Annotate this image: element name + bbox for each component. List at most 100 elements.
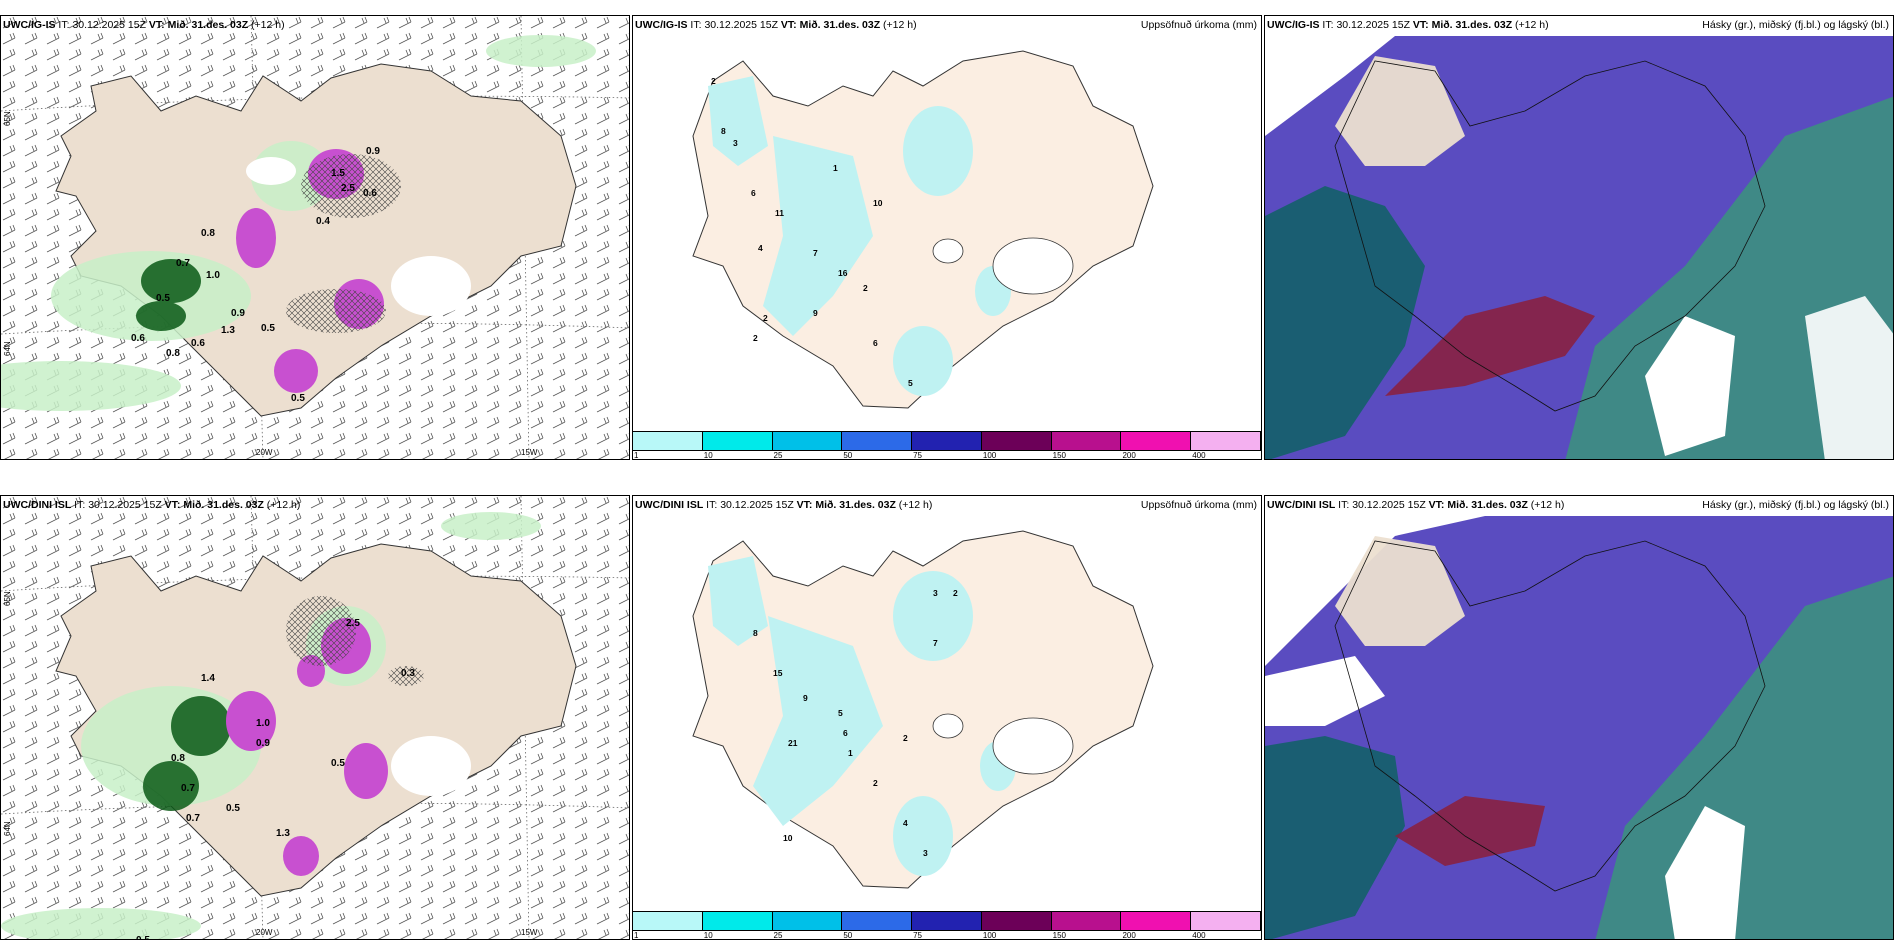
precip-legend: 1 10 25 50 75 100 150 200 400 (633, 911, 1261, 939)
legend-swatch (842, 912, 913, 930)
panel-header: UWC/IG-IS IT: 30.12.2025 15Z VT: Mið. 31… (3, 19, 285, 31)
map-value-label: 1.3 (221, 325, 235, 336)
map-value-label: 5 (838, 708, 843, 718)
cloud-map[interactable] (1265, 16, 1894, 460)
legend-swatch (842, 432, 913, 450)
legend-swatch (772, 432, 843, 450)
precip-map[interactable]: 3 2 8 15 21 9 56 2 10 4 1 7 2 3 (633, 496, 1262, 940)
legend-tick: 200 (1122, 451, 1136, 460)
map-value-label: 1 (833, 163, 838, 173)
lat-label-65n: 65N (3, 591, 12, 606)
iceland-land (55, 543, 577, 897)
map-value-label: 9 (813, 308, 818, 318)
wind-precip-map[interactable]: 0.5 2.5 1.0 0.8 0.7 1.4 0.5 0.3 0.9 1.3 0.7 0.5 (1, 496, 630, 940)
map-value-label: 0.9 (366, 146, 380, 157)
legend-tick: 75 (913, 931, 923, 940)
panel-header: UWC/IG-IS IT: 30.12.2025 15Z VT: Mið. 31… (635, 19, 917, 31)
map-value-label: 3 (923, 848, 928, 858)
map-value-label: 5 (908, 378, 913, 388)
map-value-label: 0.8 (201, 228, 215, 239)
map-value-label: 0.5 (136, 935, 150, 940)
legend-tick: 50 (843, 451, 853, 460)
map-value-label: 7 (933, 638, 938, 648)
map-value-label: 1.4 (201, 673, 215, 684)
legend-swatch (633, 912, 703, 930)
map-value-label: 0.6 (191, 338, 205, 349)
map-value-label: 0.9 (256, 738, 270, 749)
legend-swatch (981, 912, 1052, 930)
legend-tick: 400 (1192, 451, 1206, 460)
panel-header: UWC/IG-IS IT: 30.12.2025 15Z VT: Mið. 31… (1267, 19, 1549, 31)
map-value-label: 15 (773, 668, 783, 678)
panel-precip-top: UWC/IG-IS IT: 30.12.2025 15Z VT: Mið. 31… (632, 15, 1262, 460)
map-value-label: 2 (711, 76, 716, 86)
map-value-label: 1.0 (206, 270, 220, 281)
lat-label-64n: 64N (3, 341, 12, 356)
map-value-label: 11 (775, 208, 784, 218)
map-value-label: 21 (788, 738, 798, 748)
map-value-label: 16 (838, 268, 848, 278)
map-value-label: 2 (873, 778, 878, 788)
map-value-label: 0.7 (176, 258, 190, 269)
map-value-label: 6 (751, 188, 756, 198)
map-value-label: 7 (813, 248, 818, 258)
legend-swatch (633, 432, 703, 450)
map-value-label: 0.8 (171, 753, 185, 764)
map-value-label: 0.6 (131, 333, 145, 344)
map-value-label: 0.3 (401, 668, 415, 679)
map-value-label: 1.5 (331, 168, 345, 179)
map-value-label: 1 (848, 748, 853, 758)
legend-swatch (981, 432, 1052, 450)
map-value-label: 1.3 (276, 828, 290, 839)
map-value-label: 0.6 (363, 188, 377, 199)
map-value-label: 2 (753, 333, 758, 343)
map-value-label: 0.5 (291, 393, 305, 404)
map-value-label: 0.7 (181, 783, 195, 794)
precip-title: Uppsöfnuð úrkoma (mm) (1140, 19, 1257, 31)
panel-wind-precip-top: UWC/IG-IS IT: 30.12.2025 15Z VT: Mið. 31… (0, 15, 630, 460)
map-value-label: 2 (903, 733, 908, 743)
map-value-label: 0.5 (261, 323, 275, 334)
panel-clouds-top: UWC/IG-IS IT: 30.12.2025 15Z VT: Mið. 31… (1264, 15, 1894, 460)
cloud-map[interactable] (1265, 496, 1894, 940)
legend-tick: 150 (1052, 451, 1067, 460)
legend-swatch (912, 912, 982, 930)
lat-label-65n: 65N (3, 111, 12, 126)
map-value-label: 2.5 (341, 183, 355, 194)
map-value-label: 2 (953, 588, 958, 598)
legend-swatch (1191, 432, 1261, 450)
legend-swatch (1051, 912, 1122, 930)
map-value-label: 8 (721, 126, 726, 136)
panel-header: UWC/DINI ISL IT: 30.12.2025 15Z VT: Mið.… (3, 499, 301, 511)
legend-swatch (1191, 912, 1261, 930)
map-value-label: 6 (873, 338, 878, 348)
legend-tick: 150 (1052, 931, 1067, 940)
legend-tick: 25 (773, 451, 783, 460)
panel-header: UWC/DINI ISL IT: 30.12.2025 15Z VT: Mið.… (635, 499, 933, 511)
legend-tick: 75 (913, 451, 923, 460)
map-value-label: 2.5 (346, 618, 360, 629)
legend-tick: 100 (982, 451, 997, 460)
legend-swatch (912, 432, 982, 450)
map-value-label: 2 (763, 313, 768, 323)
legend-swatch (702, 432, 773, 450)
legend-swatch (1121, 912, 1192, 930)
lat-label-64n: 64N (3, 821, 12, 836)
legend-tick: 10 (703, 451, 713, 460)
map-value-label: 4 (758, 243, 763, 253)
map-value-label: 6 (843, 728, 848, 738)
map-value-label: 0.5 (226, 803, 240, 814)
map-value-label: 3 (733, 138, 738, 148)
legend-tick: 25 (773, 931, 783, 940)
map-value-label: 10 (783, 833, 793, 843)
legend-tick: 1 (634, 451, 639, 460)
wind-precip-map[interactable]: 0.9 1.5 2.5 0.6 0.4 0.8 0.7 1.0 0.5 0.9 1.3 0.6 0.5 0… (1, 16, 630, 460)
cloud-title: Hásky (gr.), miðský (fj.bl.) og lágský (… (1702, 19, 1889, 31)
precip-title: Uppsöfnuð úrkoma (mm) (1140, 499, 1257, 511)
map-value-label: 9 (803, 693, 808, 703)
precip-map[interactable]: 2 83 6 11 4 2 7 16 9 2 1 10 2 6 5 (633, 16, 1262, 460)
map-value-label: 4 (903, 818, 908, 828)
panel-clouds-bottom: UWC/DINI ISL IT: 30.12.2025 15Z VT: Mið.… (1264, 495, 1894, 940)
legend-tick: 1 (634, 931, 639, 940)
map-value-label: 2 (863, 283, 868, 293)
